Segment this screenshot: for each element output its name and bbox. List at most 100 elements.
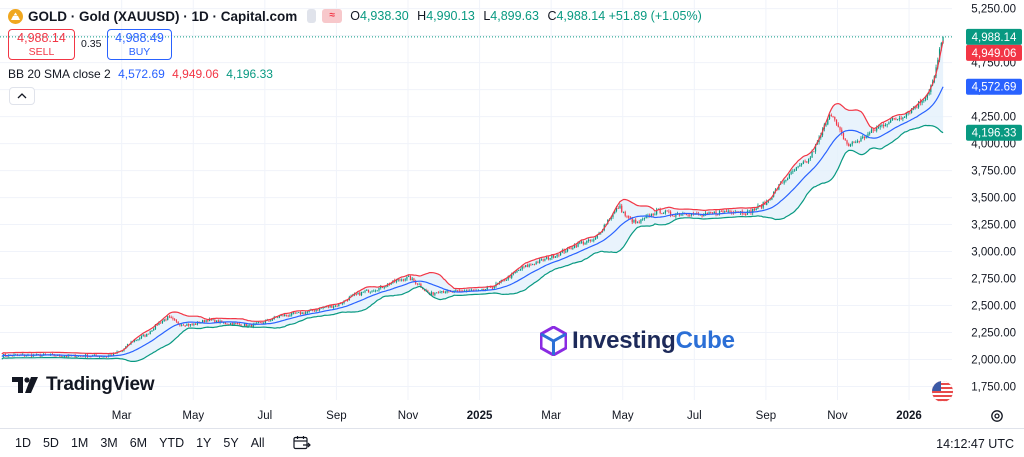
- candle: [483, 288, 485, 291]
- candle-body: [560, 251, 562, 256]
- candle-body: [752, 208, 754, 214]
- candle: [376, 290, 378, 292]
- candle-body: [329, 305, 331, 308]
- price-chart[interactable]: 1,750.00 2,000.00 2,250.00 2,500.00 2,750.00…: [0, 0, 1024, 428]
- candle: [795, 166, 797, 172]
- candle-body: [909, 112, 911, 114]
- candle: [759, 204, 761, 206]
- candle: [184, 325, 186, 327]
- range-button-ytd[interactable]: YTD: [159, 436, 185, 450]
- candle: [151, 330, 153, 332]
- candle: [175, 319, 178, 323]
- range-button-1y[interactable]: 1Y: [196, 436, 212, 450]
- candle-body: [781, 182, 783, 184]
- candle-body: [259, 322, 261, 324]
- candle-body: [668, 211, 670, 213]
- candle-body: [572, 248, 574, 249]
- candle-body: [470, 290, 473, 291]
- candle-body: [813, 151, 815, 153]
- range-button-5d[interactable]: 5D: [42, 436, 59, 450]
- candle-body: [98, 356, 101, 358]
- candle-body: [491, 287, 494, 289]
- candle-body: [411, 278, 413, 281]
- candle-body: [320, 307, 322, 309]
- candle: [334, 304, 336, 308]
- candle-body: [783, 180, 785, 184]
- sell-button[interactable]: 4,988.14 SELL: [8, 29, 75, 60]
- candle-body: [535, 262, 537, 265]
- candle-body: [205, 320, 207, 322]
- us-flag-icon[interactable]: [932, 381, 953, 402]
- low-label: L: [483, 9, 491, 23]
- candle: [670, 210, 672, 218]
- candle: [619, 203, 621, 209]
- tradingview-logo[interactable]: TradingView: [12, 374, 155, 396]
- candle-body: [518, 270, 520, 272]
- candle-body: [680, 214, 682, 216]
- range-button-1m[interactable]: 1M: [70, 436, 89, 450]
- candle: [909, 111, 911, 115]
- indicator-legend[interactable]: BB 20 SMA close 2 4,572.69 4,949.06 4,19…: [8, 67, 273, 81]
- candle-body: [224, 322, 226, 324]
- collapse-legend-button[interactable]: [9, 87, 35, 105]
- candle-body: [263, 322, 265, 324]
- candle: [313, 309, 315, 312]
- candle: [289, 313, 291, 317]
- candle: [530, 263, 532, 266]
- range-button-6m[interactable]: 6M: [129, 436, 148, 450]
- range-button-1d[interactable]: 1D: [15, 436, 31, 450]
- candle: [842, 132, 845, 140]
- candle-body: [841, 129, 843, 134]
- time-axis[interactable]: Mar May Jul Sep Nov 2025 Mar May Jul Sep Nov 2026: [112, 410, 922, 422]
- chart-settings-icon[interactable]: [990, 409, 1004, 423]
- candle: [626, 215, 628, 219]
- y-tick-label: 3,000.00: [971, 247, 1016, 259]
- candle-body: [436, 292, 438, 294]
- candle-body: [516, 270, 518, 273]
- candle-body: [532, 264, 534, 266]
- indicator-middle-value: 4,572.69: [118, 67, 165, 81]
- candle: [165, 318, 167, 322]
- candle-body: [575, 245, 577, 247]
- candle-body: [156, 324, 158, 326]
- candle-body: [306, 311, 308, 313]
- utc-clock[interactable]: 14:12:47 UTC: [936, 437, 1014, 451]
- candle: [523, 265, 525, 269]
- candle-body: [493, 286, 495, 289]
- candle: [437, 291, 439, 294]
- candle-body: [341, 302, 343, 304]
- candle-body: [243, 323, 246, 327]
- candle-body: [217, 320, 219, 323]
- flag-icon[interactable]: ≈: [322, 9, 343, 23]
- candle-body: [743, 213, 745, 215]
- candle: [249, 324, 251, 326]
- range-button-5y[interactable]: 5Y: [223, 436, 239, 450]
- price-axis[interactable]: 1,750.00 2,000.00 2,250.00 2,500.00 2,750.00…: [971, 4, 1016, 394]
- buy-label: BUY: [128, 46, 151, 58]
- candle: [664, 209, 666, 215]
- candle-body: [530, 264, 532, 266]
- x-tick-label: Sep: [756, 410, 776, 422]
- candle-body: [222, 322, 225, 324]
- symbol-title[interactable]: GOLD · Gold (XAUUSD) · 1D · Capital.com: [28, 8, 298, 24]
- candle-body: [788, 173, 790, 179]
- range-button-all[interactable]: All: [250, 436, 265, 450]
- buy-button[interactable]: 4,988.49 BUY: [107, 29, 172, 60]
- candle: [902, 116, 904, 122]
- candle-body: [701, 214, 703, 217]
- candle: [284, 313, 286, 317]
- candle: [856, 139, 859, 144]
- candle-body: [395, 280, 398, 282]
- candle: [525, 264, 527, 268]
- range-button-3m[interactable]: 3M: [100, 436, 118, 450]
- candle-body: [133, 339, 136, 342]
- candle: [893, 118, 895, 121]
- candle-body: [184, 325, 186, 327]
- candle-body: [271, 319, 274, 321]
- candle: [298, 311, 300, 313]
- candle-body: [594, 237, 597, 240]
- candle: [565, 249, 567, 254]
- candle-body: [294, 312, 296, 314]
- candle: [556, 253, 558, 258]
- date-range-button[interactable]: [292, 435, 311, 451]
